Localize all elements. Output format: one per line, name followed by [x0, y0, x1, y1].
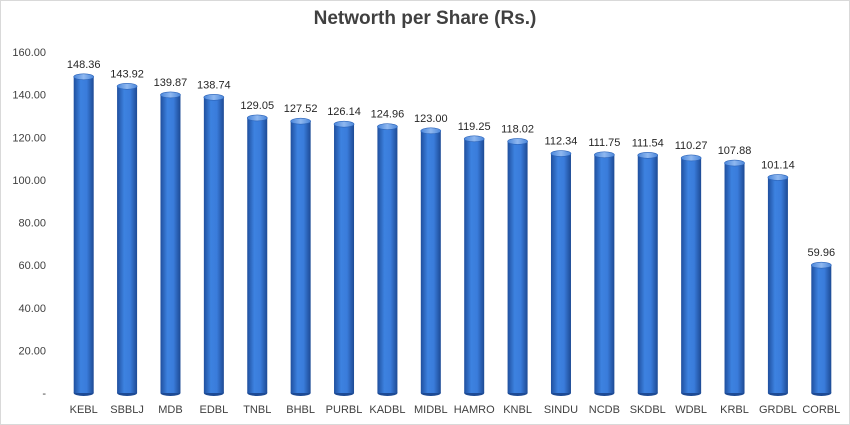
bar	[550, 150, 572, 396]
y-tick-label: 60.00	[18, 260, 46, 272]
data-label: 123.00	[414, 113, 448, 125]
bar	[811, 261, 832, 396]
bar	[724, 159, 745, 396]
data-label: 107.88	[718, 145, 752, 157]
bar	[767, 174, 789, 396]
x-axis: KEBL SBBLJ MDB EDBL TNBL BHBL PURBL KADBL MIDBL H…	[70, 404, 841, 416]
data-label: 119.25	[458, 121, 491, 133]
x-tick-label: SBBLJ	[110, 404, 144, 416]
y-tick-label: 160.00	[12, 47, 46, 59]
data-label: 111.54	[632, 137, 664, 149]
y-tick-label: 20.00	[18, 345, 46, 357]
data-label: 101.14	[761, 159, 795, 171]
x-tick-label: MDB	[158, 404, 182, 416]
y-tick-label: 120.00	[12, 132, 46, 144]
data-label: 127.52	[284, 103, 318, 115]
y-axis: - 20.00 40.00 60.00 80.00 100.00 120.00 140.00 1…	[12, 47, 46, 400]
x-tick-label: SINDU	[544, 404, 578, 416]
data-label: 129.05	[240, 100, 274, 112]
x-tick-label: KNBL	[503, 404, 532, 416]
x-tick-label: NCDB	[589, 404, 620, 416]
bar	[594, 151, 615, 396]
x-tick-label: HAMRO	[454, 404, 495, 416]
bar	[203, 94, 225, 396]
bar	[680, 154, 702, 396]
bar	[637, 151, 659, 396]
chart-title: Networth per Share (Rs.)	[313, 8, 537, 29]
bar	[463, 135, 485, 396]
data-label: 138.74	[197, 79, 231, 91]
data-label: 110.27	[675, 140, 708, 152]
x-tick-label: CORBL	[802, 404, 840, 416]
data-label: 139.87	[154, 77, 188, 89]
x-tick-label: SKDBL	[630, 404, 666, 416]
data-label: 148.36	[67, 59, 101, 71]
y-tick-label: 80.00	[18, 218, 46, 230]
bar	[290, 117, 311, 396]
data-label: 126.14	[327, 106, 361, 118]
x-tick-label: PURBL	[326, 404, 363, 416]
bar	[333, 120, 355, 396]
data-label: 111.75	[588, 137, 620, 149]
bar	[160, 91, 181, 396]
x-tick-label: KRBL	[720, 404, 749, 416]
x-tick-label: KADBL	[369, 404, 405, 416]
bars-group	[73, 73, 832, 396]
data-label: 124.96	[371, 109, 405, 121]
y-tick-label: -	[42, 388, 46, 400]
y-tick-label: 100.00	[12, 175, 46, 187]
data-label: 59.96	[808, 247, 836, 259]
x-tick-label: GRDBL	[759, 404, 797, 416]
bar	[507, 138, 528, 396]
data-label: 112.34	[545, 136, 578, 148]
x-tick-label: TNBL	[243, 404, 271, 416]
y-tick-label: 40.00	[18, 303, 46, 315]
data-label: 118.02	[501, 123, 534, 135]
x-tick-label: EDBL	[199, 404, 228, 416]
x-tick-label: WDBL	[675, 404, 707, 416]
y-tick-label: 140.00	[12, 90, 46, 102]
bar	[420, 127, 442, 396]
bar	[73, 73, 94, 396]
bar	[116, 82, 138, 396]
bar	[246, 114, 268, 396]
data-label: 143.92	[110, 68, 144, 80]
x-tick-label: KEBL	[70, 404, 98, 416]
x-tick-label: MIDBL	[414, 404, 448, 416]
bar	[377, 123, 398, 396]
x-tick-label: BHBL	[286, 404, 315, 416]
data-labels-group: 148.36 143.92 139.87 138.74 129.05 127.52 126.…	[67, 59, 835, 259]
